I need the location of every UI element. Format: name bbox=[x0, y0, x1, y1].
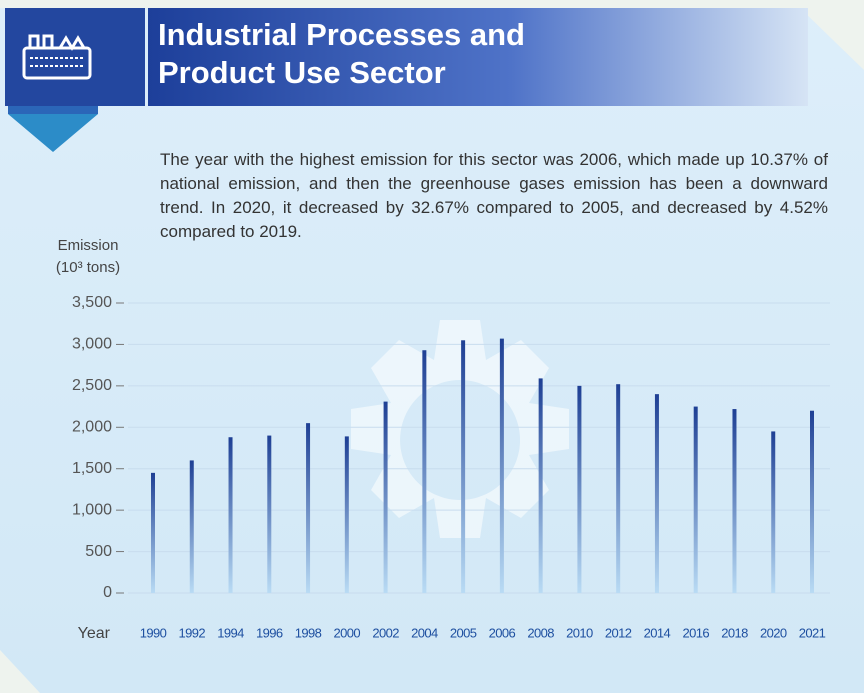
x-tick-label: 1990 bbox=[140, 625, 167, 640]
bar bbox=[189, 460, 194, 593]
bar bbox=[538, 378, 543, 593]
x-tick-label: 1998 bbox=[295, 625, 322, 640]
x-tick-label: 2000 bbox=[334, 625, 361, 640]
bar bbox=[771, 431, 776, 593]
bar bbox=[306, 423, 311, 593]
title: Industrial Processes and Product Use Sec… bbox=[158, 17, 525, 90]
y-axis-label: Emission bbox=[58, 237, 119, 254]
y-tick-label: 0 bbox=[103, 584, 112, 601]
y-tick-label: 3,500 bbox=[72, 294, 112, 311]
x-tick-label: 2004 bbox=[411, 625, 438, 640]
x-tick-label: 2005 bbox=[450, 625, 477, 640]
bar bbox=[693, 406, 698, 593]
x-tick-label: 2018 bbox=[721, 625, 748, 640]
bar bbox=[499, 338, 504, 593]
y-tick-label: 1,000 bbox=[72, 501, 112, 518]
x-tick-label: 2021 bbox=[799, 625, 826, 640]
bar bbox=[654, 394, 659, 593]
bar bbox=[616, 384, 621, 593]
x-tick-label: 1996 bbox=[256, 625, 283, 640]
x-axis-label: Year bbox=[78, 625, 111, 642]
bar bbox=[151, 472, 155, 593]
bar bbox=[228, 437, 233, 593]
x-tick-label: 2020 bbox=[760, 625, 787, 640]
x-tick-label: 2010 bbox=[566, 625, 593, 640]
x-tick-label: 2016 bbox=[682, 625, 709, 640]
bar bbox=[810, 410, 814, 593]
bar bbox=[732, 409, 737, 593]
x-tick-label: 2008 bbox=[527, 625, 554, 640]
x-tick-label: 2006 bbox=[489, 625, 516, 640]
bar bbox=[422, 350, 427, 593]
x-tick-label: 2012 bbox=[605, 625, 632, 640]
bar bbox=[267, 435, 272, 593]
y-tick-label: 1,500 bbox=[72, 460, 112, 477]
bar bbox=[383, 401, 388, 593]
bar bbox=[577, 385, 582, 593]
y-tick-label: 2,500 bbox=[72, 377, 112, 394]
description: The year with the highest emission for t… bbox=[160, 150, 828, 241]
y-tick-label: 2,000 bbox=[72, 419, 112, 436]
x-tick-label: 2014 bbox=[644, 625, 671, 640]
y-tick-label: 3,000 bbox=[72, 336, 112, 353]
y-axis-unit: (10³ tons) bbox=[56, 259, 120, 276]
bar bbox=[461, 340, 466, 593]
y-tick-label: 500 bbox=[85, 543, 112, 560]
x-tick-label: 1992 bbox=[178, 625, 205, 640]
bar bbox=[344, 436, 349, 593]
x-tick-label: 1994 bbox=[217, 625, 244, 640]
x-tick-label: 2002 bbox=[372, 625, 399, 640]
